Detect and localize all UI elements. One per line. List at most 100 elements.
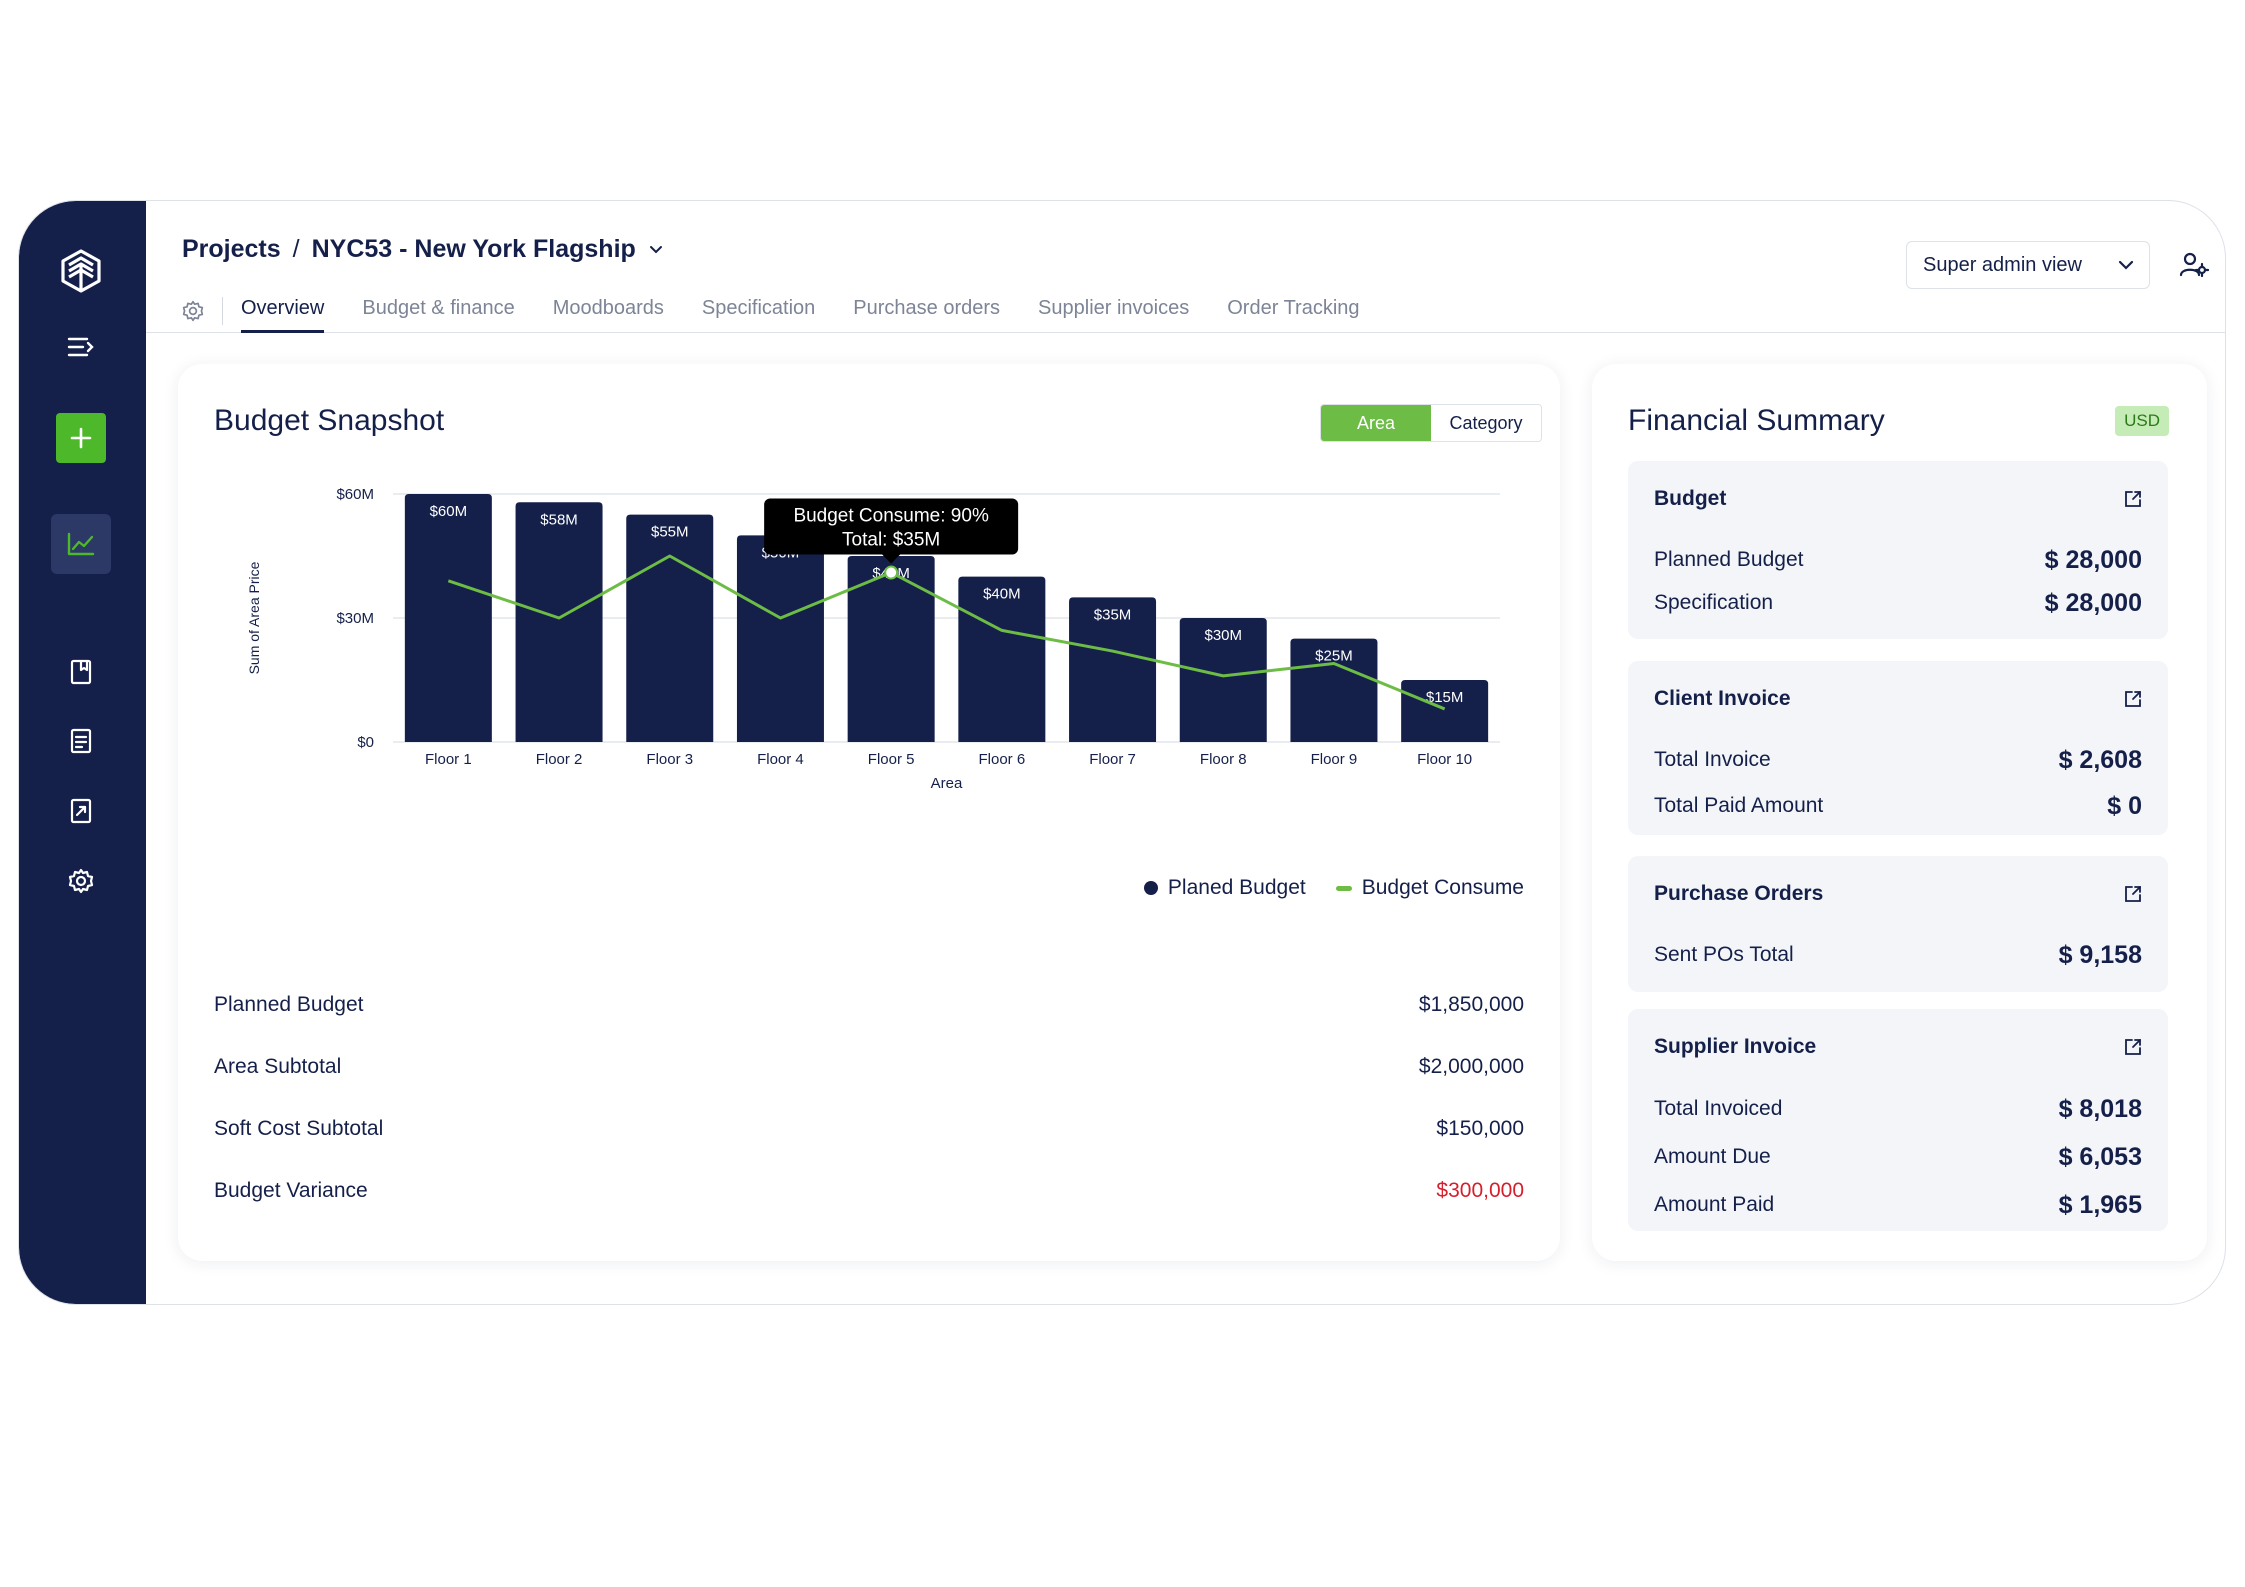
- tab-overview[interactable]: Overview: [241, 297, 325, 333]
- add-button[interactable]: [56, 413, 106, 463]
- fin-section-header: Purchase Orders: [1654, 856, 2142, 932]
- tab-order-tracking[interactable]: Order Tracking: [1227, 297, 1360, 319]
- chart-bar: [1401, 680, 1489, 742]
- fin-row: Total Invoice $ 2,608: [1654, 737, 2142, 783]
- bar-value-label: $35M: [1094, 606, 1132, 623]
- x-axis-label: Area: [931, 775, 963, 792]
- toggle-category[interactable]: Category: [1431, 405, 1541, 441]
- nav-documents[interactable]: [51, 711, 111, 771]
- chart-bar: [515, 502, 603, 742]
- fin-section-header: Client Invoice: [1654, 661, 2142, 737]
- fin-section-title: Client Invoice: [1654, 687, 1791, 710]
- fin-row-value: $ 9,158: [2058, 940, 2142, 969]
- budget-snapshot-title: Budget Snapshot: [214, 404, 445, 437]
- logo-icon[interactable]: [51, 241, 111, 301]
- financial-summary-card: Financial Summary USD Budget Planned Bud…: [1592, 364, 2207, 1261]
- total-label: Area Subtotal: [214, 1055, 342, 1078]
- external-link-icon[interactable]: [2124, 490, 2142, 508]
- x-tick-label: Floor 9: [1311, 751, 1358, 768]
- total-row-area: Area Subtotal $2,000,000: [214, 1036, 1524, 1098]
- fin-row: Total Paid Amount $ 0: [1654, 783, 2142, 829]
- total-label: Soft Cost Subtotal: [214, 1117, 384, 1140]
- nav-export[interactable]: [51, 781, 111, 841]
- chart-line-icon: [67, 532, 95, 556]
- financial-summary-title: Financial Summary: [1628, 404, 1885, 437]
- fin-row-label: Total Invoice: [1654, 748, 1771, 771]
- chart-legend: Planed Budget Budget Consume: [1143, 876, 1524, 900]
- tab-budget-finance[interactable]: Budget & finance: [362, 297, 515, 319]
- external-link-icon[interactable]: [2124, 885, 2142, 903]
- total-row-planned: Planned Budget $1,850,000: [214, 974, 1524, 1036]
- app-window: Projects / NYC53 - New York Flagship Ove…: [18, 200, 2226, 1305]
- tooltip-line1: Budget Consume: 90%: [793, 506, 989, 527]
- fin-row-label: Sent POs Total: [1654, 943, 1794, 966]
- fin-section-header: Supplier Invoice: [1654, 1009, 2142, 1085]
- external-link-icon[interactable]: [2124, 690, 2142, 708]
- chart-bar: [1179, 618, 1267, 742]
- fin-row-label: Specification: [1654, 591, 1774, 614]
- fin-row-label: Planned Budget: [1654, 548, 1804, 571]
- fin-section-header: Budget: [1654, 461, 2142, 537]
- nav-dashboard[interactable]: [51, 514, 111, 574]
- breadcrumb: Projects / NYC53 - New York Flagship: [182, 235, 664, 264]
- chart-bar: [626, 514, 714, 742]
- fin-row-label: Total Paid Amount: [1654, 794, 1824, 817]
- document-list-icon: [70, 728, 92, 754]
- fin-row-value: $ 0: [2107, 791, 2142, 820]
- chevron-down-icon: [2118, 260, 2134, 270]
- breadcrumb-projects[interactable]: Projects: [182, 235, 281, 263]
- tab-moodboards[interactable]: Moodboards: [552, 297, 664, 319]
- chevron-down-icon[interactable]: [648, 245, 664, 255]
- fin-row-value: $ 28,000: [2044, 588, 2142, 617]
- fin-row: Amount Paid $ 1,965: [1654, 1181, 2142, 1229]
- total-value: $150,000: [1436, 1117, 1524, 1140]
- area-category-toggle: Area Category: [1320, 404, 1542, 442]
- fin-row-value: $ 6,053: [2058, 1142, 2142, 1171]
- view-select-value: Super admin view: [1923, 253, 2082, 276]
- fin-row: Planned Budget $ 28,000: [1654, 537, 2142, 583]
- nav-book[interactable]: [51, 642, 111, 702]
- total-row-soft-cost: Soft Cost Subtotal $150,000: [214, 1098, 1524, 1160]
- budget-totals: Planned Budget $1,850,000 Area Subtotal …: [214, 974, 1524, 1222]
- book-icon: [70, 659, 92, 685]
- view-select[interactable]: Super admin view: [1906, 241, 2150, 289]
- fin-section-client-invoice: Client Invoice Total Invoice $ 2,608 Tot…: [1628, 661, 2168, 835]
- total-value: $1,850,000: [1418, 993, 1524, 1016]
- fin-row: Specification $ 28,000: [1654, 583, 2142, 623]
- project-name[interactable]: NYC53 - New York Flagship: [311, 235, 636, 263]
- fin-row-label: Amount Paid: [1654, 1193, 1775, 1216]
- legend-consume-label: Budget Consume: [1361, 876, 1524, 899]
- currency-badge: USD: [2115, 406, 2169, 436]
- x-tick-label: Floor 3: [646, 751, 693, 768]
- external-link-icon[interactable]: [2124, 1038, 2142, 1056]
- x-tick-label: Floor 10: [1417, 751, 1472, 768]
- tooltip-arrow: [882, 554, 901, 564]
- nav-settings[interactable]: [51, 851, 111, 911]
- fin-row-value: $ 28,000: [2044, 545, 2142, 574]
- tab-specification[interactable]: Specification: [701, 297, 816, 319]
- menu-collapse-icon[interactable]: [51, 317, 111, 377]
- bar-value-label: $30M: [1204, 627, 1242, 644]
- x-tick-label: Floor 2: [536, 751, 583, 768]
- y-tick-label: $60M: [336, 486, 374, 503]
- tooltip-point: [884, 565, 899, 580]
- chart-bar: [404, 494, 492, 742]
- tab-settings-gear[interactable]: [182, 297, 223, 325]
- tab-purchase-orders[interactable]: Purchase orders: [853, 297, 1001, 319]
- budget-snapshot-card: Budget Snapshot Area Category $0 $30M $60M…: [178, 364, 1560, 1261]
- fin-row: Amount Due $ 6,053: [1654, 1133, 2142, 1181]
- toggle-area[interactable]: Area: [1321, 405, 1431, 441]
- total-label: Planned Budget: [214, 993, 364, 1016]
- fin-section-title: Budget: [1654, 487, 1727, 510]
- bar-value-label: $58M: [540, 511, 578, 528]
- budget-chart: $0 $30M $60M Sum of Area Price $60M Floor 1 $5…: [246, 486, 1500, 792]
- y-axis-label: Sum of Area Price: [246, 561, 262, 674]
- x-tick-label: Floor 5: [868, 751, 915, 768]
- chart-bar: [1069, 597, 1157, 742]
- bar-value-label: $60M: [430, 503, 468, 520]
- fin-row-value: $ 2,608: [2058, 745, 2142, 774]
- top-bar: Projects / NYC53 - New York Flagship Ove…: [146, 201, 2225, 333]
- users-settings-icon[interactable]: [2174, 245, 2214, 285]
- tab-supplier-invoices[interactable]: Supplier invoices: [1038, 297, 1190, 319]
- legend-consume: Budget Consume: [1335, 876, 1524, 900]
